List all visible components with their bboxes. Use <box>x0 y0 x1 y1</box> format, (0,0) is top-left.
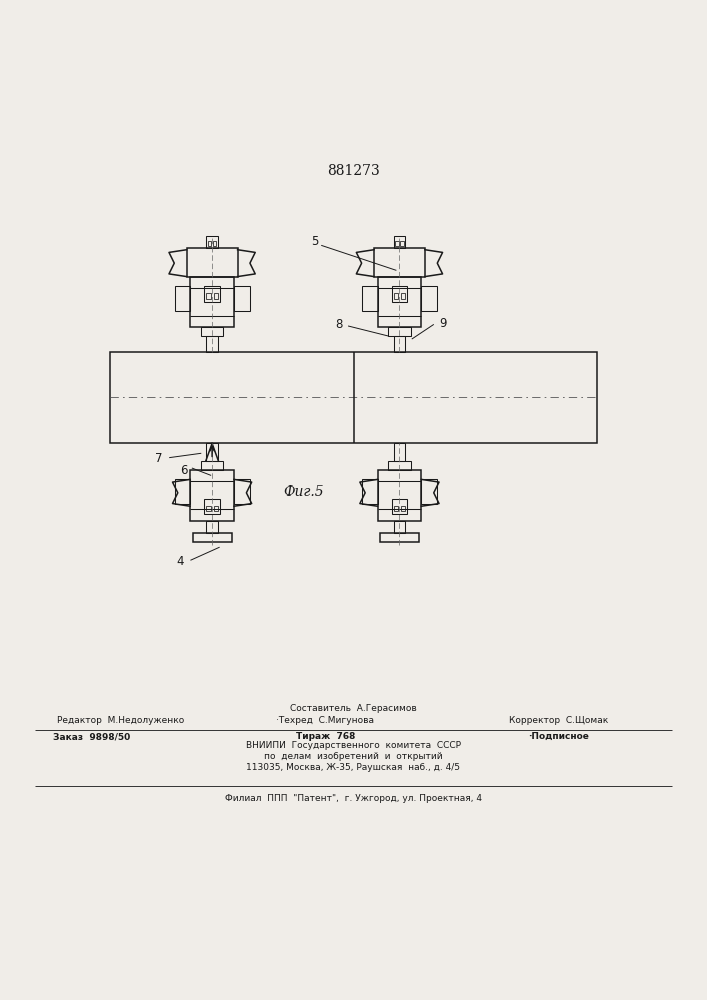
Bar <box>394 293 398 299</box>
Bar <box>213 241 216 246</box>
Bar <box>214 506 218 511</box>
Text: 5: 5 <box>311 235 318 248</box>
Bar <box>214 293 218 299</box>
Bar <box>208 241 211 246</box>
Bar <box>201 461 223 470</box>
Bar <box>421 286 437 311</box>
Text: Редактор  М.Недолуженко: Редактор М.Недолуженко <box>57 716 184 725</box>
Bar <box>187 248 238 277</box>
Bar <box>206 293 211 299</box>
Bar <box>421 479 437 504</box>
Text: 881273: 881273 <box>327 164 380 178</box>
Bar <box>190 277 234 327</box>
Text: ·Техред  С.Мигунова: ·Техред С.Мигунова <box>276 716 374 725</box>
Bar <box>110 352 597 443</box>
Text: ВНИИПИ  Государственного  комитета  СССР: ВНИИПИ Государственного комитета СССР <box>246 741 461 750</box>
Text: 113035, Москва, Ж-35, Раушская  наб., д. 4/5: 113035, Москва, Ж-35, Раушская наб., д. … <box>247 763 460 772</box>
Text: Фиг.5: Фиг.5 <box>284 485 325 499</box>
Bar <box>394 443 405 461</box>
Bar <box>401 293 405 299</box>
Bar <box>206 506 211 511</box>
Bar <box>206 236 218 248</box>
Bar <box>175 479 190 504</box>
Bar <box>175 286 190 311</box>
Bar <box>400 241 404 246</box>
Bar <box>190 470 234 521</box>
Bar <box>201 327 223 336</box>
Bar <box>362 479 378 504</box>
Bar <box>394 236 405 248</box>
Bar <box>362 286 378 311</box>
Bar <box>388 461 411 470</box>
Bar <box>234 286 250 311</box>
Text: Составитель  А.Герасимов: Составитель А.Герасимов <box>290 704 417 713</box>
Text: Тираж  768: Тираж 768 <box>296 732 355 741</box>
Bar <box>394 336 405 352</box>
Bar <box>388 327 411 336</box>
Bar <box>401 506 405 511</box>
Text: 6: 6 <box>180 464 187 477</box>
Text: Заказ  9898/50: Заказ 9898/50 <box>53 732 131 741</box>
Bar <box>374 248 425 277</box>
Text: Филиал  ППП  "Патент",  г. Ужгород, ул. Проектная, 4: Филиал ППП "Патент", г. Ужгород, ул. Про… <box>225 794 482 803</box>
Bar <box>395 241 399 246</box>
Text: по  делам  изобретений  и  открытий: по делам изобретений и открытий <box>264 752 443 761</box>
Bar <box>192 533 231 542</box>
Bar <box>378 277 421 327</box>
Bar <box>234 479 250 504</box>
Bar <box>378 470 421 521</box>
Text: 7: 7 <box>156 452 163 465</box>
Text: ·Подписное: ·Подписное <box>528 732 589 741</box>
Bar <box>206 443 218 461</box>
Bar <box>204 499 220 514</box>
Text: 4: 4 <box>177 555 184 568</box>
Bar <box>204 286 220 302</box>
Bar <box>394 506 398 511</box>
Text: 8: 8 <box>336 318 343 331</box>
Bar <box>380 533 419 542</box>
Bar <box>206 336 218 352</box>
Text: Корректор  С.Щомак: Корректор С.Щомак <box>509 716 608 725</box>
Bar <box>394 521 405 533</box>
Bar <box>392 286 407 302</box>
Bar <box>392 499 407 514</box>
Text: 9: 9 <box>440 317 447 330</box>
Bar <box>206 521 218 533</box>
